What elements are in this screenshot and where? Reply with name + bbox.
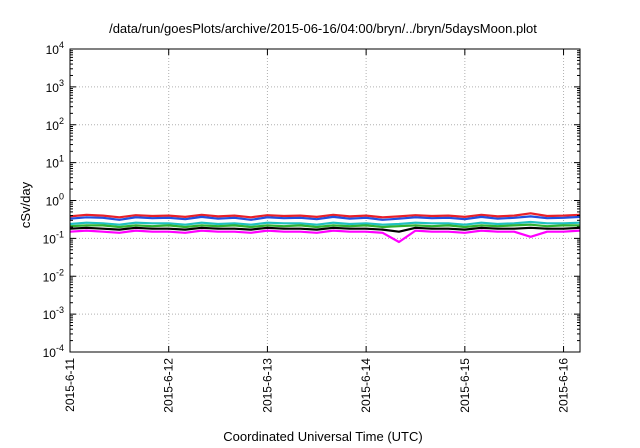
series-line-3 [69, 220, 581, 226]
y-tick-base: 10 [46, 43, 60, 57]
x-tick-label: 2015-6-12 [162, 358, 176, 413]
x-tick-label: 2015-6-15 [458, 358, 472, 413]
y-tick-base: 10 [43, 346, 57, 360]
y-tick-base: 10 [43, 308, 57, 322]
grid [69, 49, 580, 352]
x-axis: 2015-6-11 2015-6-12 2015-6-13 2015-6-14 2015… [63, 49, 571, 413]
x-tick-label: 2015-6-16 [557, 358, 571, 413]
chart-title: /data/run/goesPlots/archive/2015-06-16/0… [109, 21, 537, 36]
y-tick-label: 10-2 [43, 267, 64, 284]
series-line-2 [69, 215, 581, 221]
y-tick-base: 10 [46, 195, 60, 209]
y-tick-base: 10 [46, 119, 60, 133]
y-tick-exponent: 1 [59, 154, 64, 164]
x-tick-label: 2015-6-14 [359, 358, 373, 413]
series-line-6 [69, 229, 581, 244]
y-tick-label: 103 [46, 78, 64, 95]
y-tick-label: 10-3 [43, 305, 64, 322]
series-line-5 [69, 226, 581, 233]
y-axis-label: cSv/day [18, 181, 33, 228]
y-tick-exponent: 0 [59, 192, 64, 202]
y-tick-label: 10-1 [43, 229, 64, 246]
x-tick-label: 2015-6-13 [260, 358, 274, 413]
y-tick-label: 100 [46, 192, 64, 209]
y-tick-exponent: -3 [56, 305, 64, 315]
series-line-1 [69, 212, 581, 219]
y-tick-base: 10 [46, 81, 60, 95]
plot-series [69, 212, 581, 244]
x-tick-label: 2015-6-11 [63, 358, 77, 412]
y-tick-label: 101 [46, 154, 64, 171]
y-tick-base: 10 [46, 157, 60, 171]
y-tick-exponent: 4 [59, 40, 64, 50]
x-axis-label: Coordinated Universal Time (UTC) [223, 429, 422, 444]
y-tick-exponent: 2 [59, 116, 64, 126]
y-tick-exponent: -1 [56, 229, 64, 239]
y-tick-base: 10 [43, 270, 57, 284]
y-tick-label: 104 [46, 40, 64, 57]
y-tick-label: 10-4 [43, 343, 64, 360]
y-tick-exponent: 3 [59, 78, 64, 88]
y-tick-exponent: -2 [56, 267, 64, 277]
y-tick-exponent: -4 [56, 343, 64, 353]
y-tick-base: 10 [43, 232, 57, 246]
y-tick-label: 102 [46, 116, 64, 133]
series-line-4 [69, 223, 580, 229]
